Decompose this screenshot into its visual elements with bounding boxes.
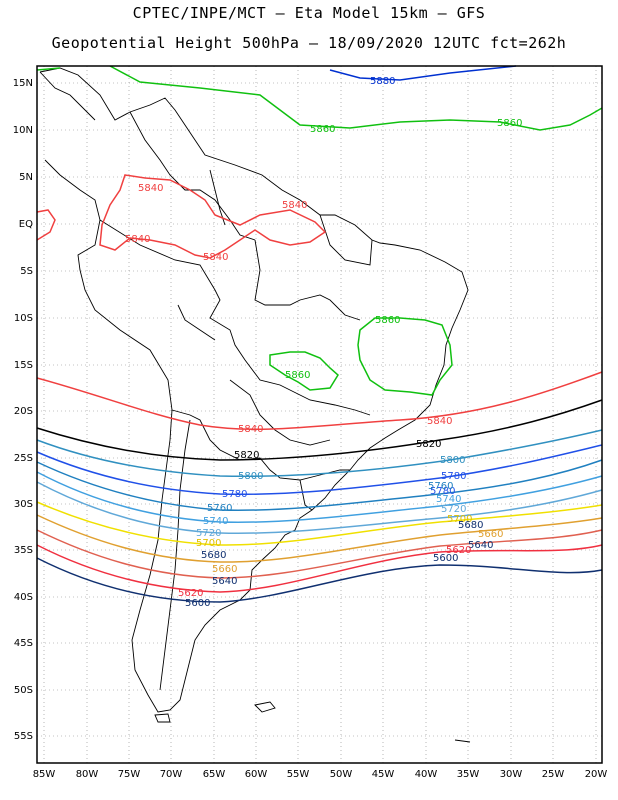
label-5840-d: 5840 [203,252,228,263]
label-5860-b: 5860 [497,118,522,129]
contour-5600 [36,557,603,603]
contour-5860-north [109,65,603,131]
label-5880: 5880 [370,76,395,87]
label-5820-a: 5820 [234,450,259,461]
lon-label-35w: 35W [457,769,480,780]
coastline [39,67,469,713]
lat-label-10s: 10S [14,313,33,324]
label-5860-d: 5860 [285,370,310,381]
label-5840-b: 5840 [282,200,307,211]
label-5760-a: 5760 [207,503,232,514]
contour-5740 [36,471,603,523]
lon-label-65w: 65W [203,769,226,780]
label-5680-a: 5680 [201,550,226,561]
label-5740-b: 5740 [436,494,461,505]
label-5640-b: 5640 [468,540,493,551]
islands [154,701,471,743]
lon-label-25w: 25W [542,769,565,780]
label-5720-a: 5720 [196,528,221,539]
contour-5860-nw [36,67,61,71]
lon-label-70w: 70W [160,769,183,780]
lon-label-75w: 75W [118,769,141,780]
title-line-1: CPTEC/INPE/MCT – Eta Model 15km – GFS [132,4,486,22]
label-5780-a: 5780 [222,489,247,500]
label-5600-b: 5600 [433,553,458,564]
lat-label-5s: 5S [20,266,33,277]
lat-label-20s: 20S [14,406,33,417]
label-5800-a: 5800 [238,471,263,482]
lat-label-25s: 25S [14,453,33,464]
contour-5700 [36,501,603,546]
lat-label-50s: 50S [14,685,33,696]
longitude-labels: 85W 80W 75W 70W 65W 60W 55W 50W 45W 40W … [33,769,608,780]
lat-label-35s: 35S [14,545,33,556]
label-5860-a: 5860 [310,124,335,135]
label-5780-b: 5780 [441,471,466,482]
lon-label-85w: 85W [33,769,56,780]
contour-5660 [36,529,603,579]
lon-label-55w: 55W [287,769,310,780]
lon-label-80w: 80W [76,769,99,780]
label-5840-s1: 5840 [238,424,263,435]
label-5660-a: 5660 [212,564,237,575]
label-5800-b: 5800 [440,455,465,466]
lat-label-45s: 45S [14,638,33,649]
label-5620-a: 5620 [178,588,203,599]
contour-5860-brazil-a [269,351,339,391]
contours-north [36,65,603,396]
lat-label-eq: EQ [19,219,33,230]
contour-5720 [36,481,603,534]
lat-label-5n: 5N [19,172,33,183]
lat-label-30s: 30S [14,499,33,510]
label-5840-c: 5840 [125,234,150,245]
contour-5880-north [329,65,517,81]
lat-label-15s: 15S [14,360,33,371]
label-5780-c: 5780 [430,486,455,497]
lon-label-20w: 20W [585,769,608,780]
label-5700-b: 5700 [447,514,472,525]
contour-5860-brazil-b [357,317,453,396]
graticule [37,66,602,763]
label-5720-b: 5720 [441,504,466,515]
label-5760-b: 5760 [428,481,453,492]
contour-5840-west [36,209,56,241]
lon-label-30w: 30W [500,769,523,780]
label-5660-b: 5660 [478,529,503,540]
label-5840-a: 5840 [138,183,163,194]
label-5860-c: 5860 [375,315,400,326]
contour-5620 [36,544,603,593]
latitude-labels: 15N 10N 5N EQ 5S 10S 15S 20S 25S 30S 35S… [13,78,33,742]
contour-5840 [36,371,603,431]
lat-label-15n: 15N [13,78,33,89]
contours-south [36,371,603,603]
label-5680-b: 5680 [458,520,483,531]
lon-label-60w: 60W [245,769,268,780]
label-5640-a: 5640 [212,576,237,587]
label-5820-b: 5820 [416,439,441,450]
lat-label-55s: 55S [14,731,33,742]
label-5740-a: 5740 [203,516,228,527]
lon-label-40w: 40W [415,769,438,780]
label-5700-a: 5700 [196,538,221,549]
label-5600-a: 5600 [185,598,210,609]
map-frame [36,65,603,764]
title-line-2: Geopotential Height 500hPa – 18/09/2020 … [51,34,567,52]
lat-label-10n: 10N [13,125,33,136]
lon-label-50w: 50W [330,769,353,780]
contour-labels: 5880 5860 5860 5840 5840 5840 5840 5860 … [125,76,522,609]
contour-5840-amazon [99,174,327,259]
contour-5760 [36,459,603,511]
contour-5680 [36,514,603,563]
contour-5800 [36,429,603,478]
label-5840-s2: 5840 [427,416,452,427]
contour-5820 [36,399,603,461]
lat-label-40s: 40S [14,592,33,603]
lon-label-45w: 45W [372,769,395,780]
contour-5780 [36,444,603,496]
label-5620-b: 5620 [446,545,471,556]
